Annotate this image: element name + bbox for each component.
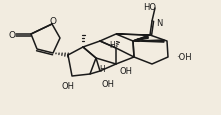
Polygon shape bbox=[116, 35, 150, 36]
Polygon shape bbox=[133, 36, 148, 42]
Polygon shape bbox=[133, 39, 139, 42]
Text: ·OH: ·OH bbox=[176, 53, 192, 62]
Text: H: H bbox=[99, 64, 105, 73]
Text: N: N bbox=[156, 18, 162, 27]
Text: OH: OH bbox=[101, 80, 114, 89]
Text: O: O bbox=[8, 30, 15, 39]
Text: HO: HO bbox=[143, 3, 156, 12]
Polygon shape bbox=[135, 41, 164, 43]
Text: OH: OH bbox=[120, 67, 133, 76]
Text: OH: OH bbox=[61, 82, 74, 91]
Text: H: H bbox=[109, 41, 115, 50]
Text: O: O bbox=[50, 16, 57, 25]
